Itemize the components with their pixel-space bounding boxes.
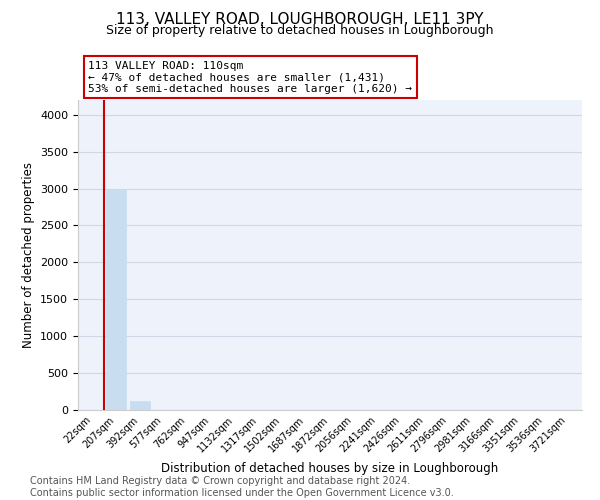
Y-axis label: Number of detached properties: Number of detached properties: [22, 162, 35, 348]
X-axis label: Distribution of detached houses by size in Loughborough: Distribution of detached houses by size …: [161, 462, 499, 475]
Text: 113 VALLEY ROAD: 110sqm
← 47% of detached houses are smaller (1,431)
53% of semi: 113 VALLEY ROAD: 110sqm ← 47% of detache…: [88, 60, 412, 94]
Bar: [130, 401, 150, 410]
Text: Size of property relative to detached houses in Loughborough: Size of property relative to detached ho…: [106, 24, 494, 37]
Text: Contains HM Land Registry data © Crown copyright and database right 2024.
Contai: Contains HM Land Registry data © Crown c…: [30, 476, 454, 498]
Bar: [106, 188, 126, 410]
Text: 113, VALLEY ROAD, LOUGHBOROUGH, LE11 3PY: 113, VALLEY ROAD, LOUGHBOROUGH, LE11 3PY: [116, 12, 484, 28]
